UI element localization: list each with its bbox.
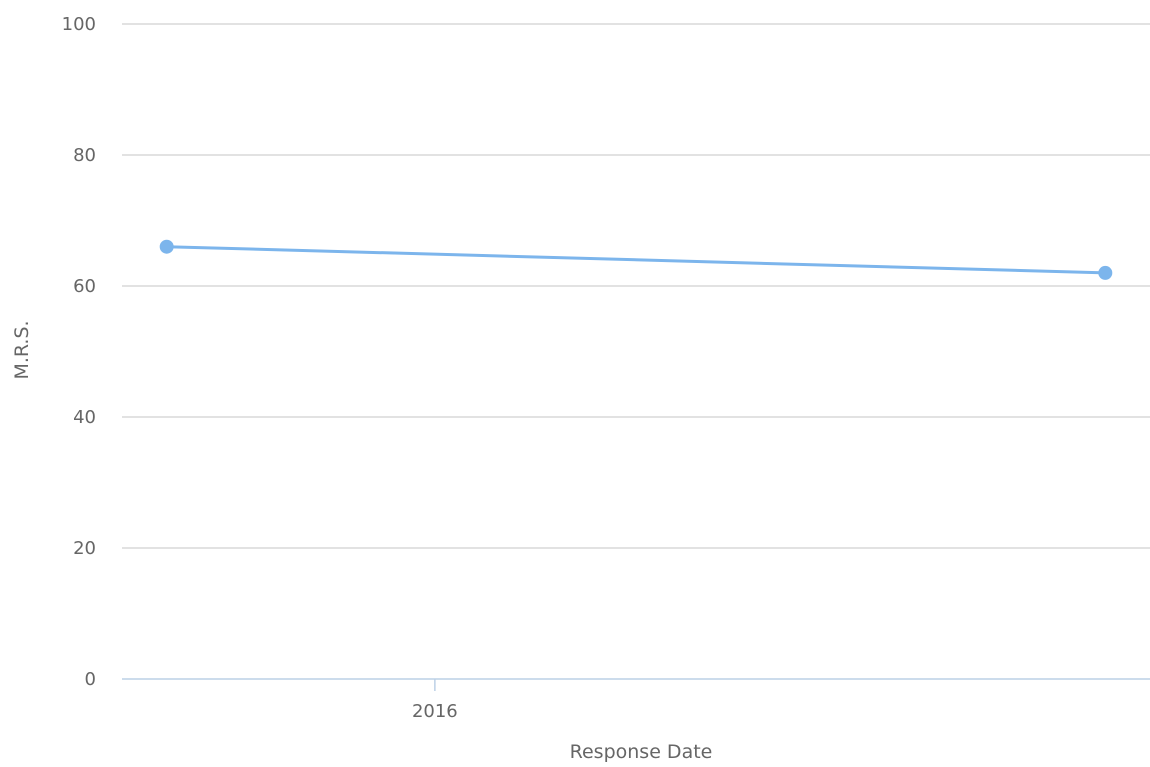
grid-layer xyxy=(122,23,1150,549)
axis-layer xyxy=(122,678,1150,691)
data-point[interactable] xyxy=(1098,265,1113,280)
x-axis-title: Response Date xyxy=(570,741,713,763)
x-tick-label: 2016 xyxy=(412,701,458,722)
y-tick-label: 0 xyxy=(85,669,96,690)
y-tick-label: 40 xyxy=(73,407,96,428)
data-point[interactable] xyxy=(159,239,174,254)
x-tick-labels: 2016 xyxy=(412,701,458,722)
y-tick-label: 20 xyxy=(73,538,96,559)
y-tick-label: 60 xyxy=(73,276,96,297)
y-tick-label: 100 xyxy=(62,14,96,35)
y-tick-labels: 0 20 40 60 80 100 xyxy=(62,14,96,690)
y-axis-title: M.R.S. xyxy=(11,320,33,379)
y-tick-label: 80 xyxy=(73,145,96,166)
series-line xyxy=(166,245,1106,275)
series-layer xyxy=(159,239,1113,280)
